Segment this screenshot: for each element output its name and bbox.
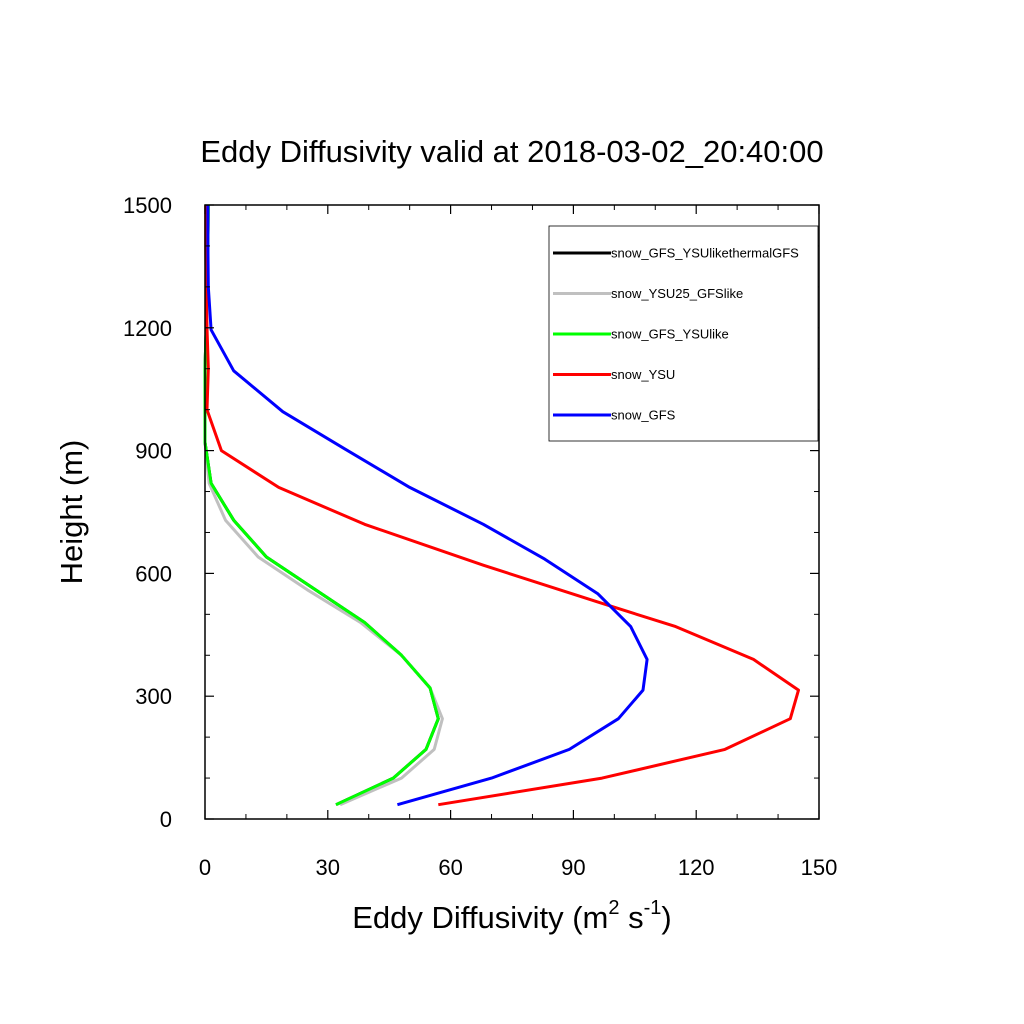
series-line-1	[203, 204, 444, 807]
legend-label-0: snow_GFS_YSUlikethermalGFS	[611, 246, 799, 261]
series-line-3	[204, 205, 800, 807]
x-axis-label: Eddy Diffusivity (m2 s-1)	[352, 897, 671, 935]
y-tick-label-4: 1200	[123, 316, 172, 341]
legend-label-4: snow_GFS	[611, 408, 676, 423]
y-tick-label-2: 600	[135, 561, 172, 586]
plot-frame	[204, 204, 820, 820]
x-tick-label-4: 120	[678, 855, 715, 880]
legend-label-2: snow_GFS_YSUlike	[611, 327, 729, 342]
x-tick-label-2: 60	[438, 855, 462, 880]
x-tick-label-0: 0	[199, 855, 211, 880]
x-axis-label-sup2: -1	[644, 897, 662, 919]
x-axis-label-sup1: 2	[608, 897, 619, 919]
series-layer	[203, 204, 800, 807]
x-axis-label-main: Eddy Diffusivity (m	[352, 900, 608, 935]
y-tick-label-3: 900	[135, 439, 172, 464]
y-tick-label-5: 1500	[123, 193, 172, 218]
y-tick-label-1: 300	[135, 684, 172, 709]
chart-title: Eddy Diffusivity valid at 2018-03-02_20:…	[200, 134, 823, 169]
y-tick-label-0: 0	[160, 807, 172, 832]
series-line-4	[206, 205, 649, 807]
x-axis-label-end: )	[661, 900, 671, 935]
legend-label-3: snow_YSU	[611, 367, 675, 382]
x-tick-label-3: 90	[561, 855, 585, 880]
x-tick-label-1: 30	[316, 855, 340, 880]
legend-label-1: snow_YSU25_GFSlike	[611, 286, 743, 301]
x-tick-label-5: 150	[801, 855, 838, 880]
x-axis-label-mid: s	[619, 900, 643, 935]
y-axis-label: Height (m)	[54, 440, 89, 585]
legend: snow_GFS_YSUlikethermalGFS snow_YSU25_GFS…	[548, 225, 819, 442]
